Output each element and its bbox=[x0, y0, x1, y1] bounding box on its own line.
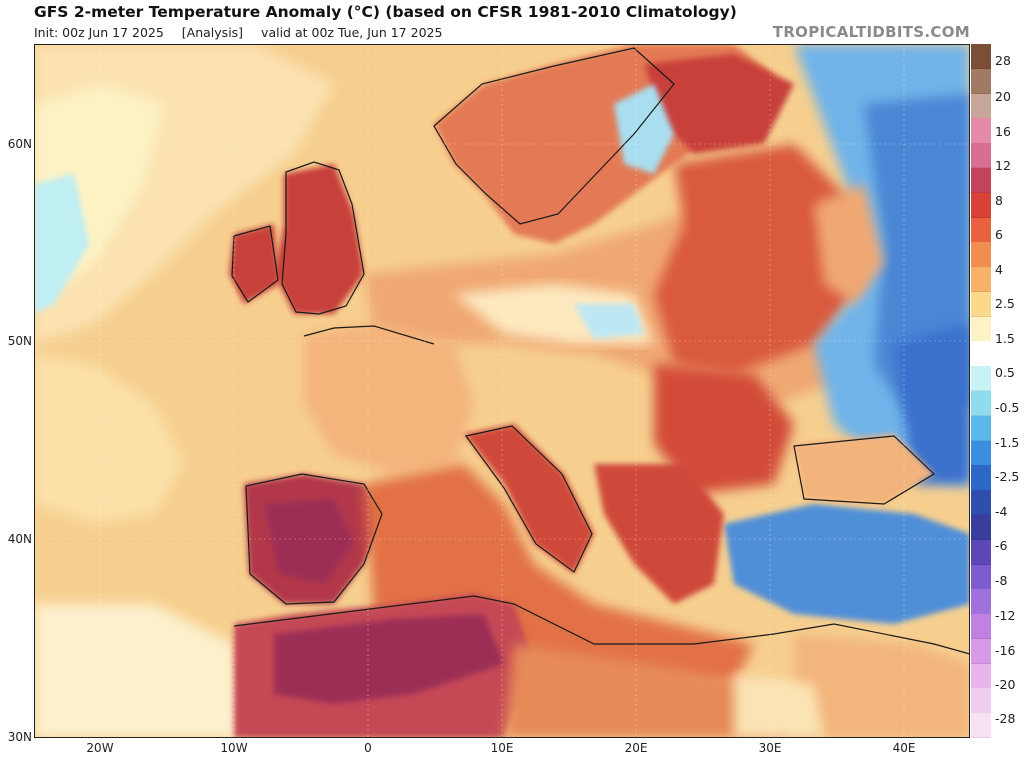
colorbar-swatch bbox=[971, 663, 991, 689]
graticule bbox=[34, 44, 970, 738]
turkey-cold-area bbox=[724, 504, 970, 624]
colorbar bbox=[971, 44, 991, 739]
balkans-land bbox=[594, 464, 724, 604]
colorbar-label: 16 bbox=[995, 124, 1011, 139]
init-time: Init: 00z Jun 17 2025 bbox=[34, 25, 164, 40]
middle-east-land bbox=[794, 634, 970, 738]
france-land bbox=[304, 324, 474, 474]
colorbar-swatch bbox=[971, 490, 991, 516]
lon-label-20e: 20E bbox=[624, 741, 648, 755]
colorbar-label: 20 bbox=[995, 89, 1011, 104]
lat-label-40n: 40N bbox=[7, 532, 32, 546]
colorbar-swatch bbox=[971, 316, 991, 342]
anomaly-map[interactable] bbox=[34, 44, 970, 738]
lat-label-60n: 60N bbox=[7, 137, 32, 151]
colorbar-swatch bbox=[971, 291, 991, 318]
colorbar-label: -12 bbox=[995, 608, 1016, 623]
colorbar-label: 12 bbox=[995, 158, 1011, 173]
colorbar-swatch bbox=[971, 217, 991, 243]
colorbar-swatch bbox=[971, 564, 991, 590]
chart-title: GFS 2-meter Temperature Anomaly (°C) (ba… bbox=[34, 3, 737, 21]
atlantic-cool-patch bbox=[34, 174, 89, 314]
black-sea bbox=[794, 434, 934, 504]
colorbar-swatch bbox=[971, 638, 991, 665]
colorbar-label: -8 bbox=[995, 573, 1008, 588]
colorbar-swatch bbox=[971, 391, 991, 417]
colorbar-swatch bbox=[971, 143, 991, 169]
colorbar-swatch bbox=[971, 539, 991, 565]
colorbar-swatch bbox=[971, 44, 991, 70]
colorbar-swatch bbox=[971, 242, 991, 268]
lon-label-40e: 40E bbox=[892, 741, 916, 755]
colorbar-label: 6 bbox=[995, 227, 1003, 242]
colorbar-swatch bbox=[971, 267, 991, 293]
colorbar-swatch bbox=[971, 688, 991, 714]
colorbar-swatch bbox=[971, 192, 991, 218]
colorbar-swatch bbox=[971, 93, 991, 119]
lon-label-0: 0 bbox=[364, 741, 372, 755]
colorbar-label: -6 bbox=[995, 538, 1008, 553]
colorbar-swatch bbox=[971, 465, 991, 491]
lon-label-30e: 30E bbox=[758, 741, 782, 755]
lat-label-50n: 50N bbox=[7, 334, 32, 348]
colorbar-swatch bbox=[971, 118, 991, 144]
colorbar-label: -28 bbox=[995, 711, 1016, 726]
lon-label-20w: 20W bbox=[86, 741, 114, 755]
colorbar-swatch bbox=[971, 440, 991, 466]
colorbar-label: 28 bbox=[995, 53, 1011, 68]
map-canvas bbox=[34, 44, 970, 738]
italy-land bbox=[464, 424, 594, 574]
colorbar-swatch bbox=[971, 713, 991, 739]
coastlines bbox=[231, 47, 970, 655]
colorbar-swatch bbox=[971, 167, 991, 194]
colorbar-swatch bbox=[971, 514, 991, 541]
colorbar-label: 2.5 bbox=[995, 296, 1015, 311]
chart-subtitle: Init: 00z Jun 17 2025 [Analysis] valid a… bbox=[34, 25, 456, 40]
colorbar-label: 8 bbox=[995, 193, 1003, 208]
lon-label-10e: 10E bbox=[490, 741, 514, 755]
eastern-europe-land bbox=[654, 144, 864, 374]
colorbar-swatch bbox=[971, 614, 991, 640]
colorbar-label: -4 bbox=[995, 504, 1008, 519]
colorbar-label: 4 bbox=[995, 262, 1003, 277]
lon-label-10w: 10W bbox=[220, 741, 248, 755]
colorbar-swatch bbox=[971, 68, 991, 95]
colorbar-swatch bbox=[971, 589, 991, 615]
lat-label-30n: 30N bbox=[7, 730, 32, 744]
analysis-tag: [Analysis] bbox=[181, 25, 244, 40]
uk-land bbox=[274, 164, 364, 314]
colorbar-label: -1.5 bbox=[995, 435, 1020, 450]
colorbar-swatch bbox=[971, 341, 991, 367]
ireland-land bbox=[229, 224, 279, 304]
colorbar-label: -2.5 bbox=[995, 469, 1020, 484]
colorbar-label: -20 bbox=[995, 677, 1016, 692]
colorbar-swatch bbox=[971, 366, 991, 392]
colorbar-swatch bbox=[971, 415, 991, 442]
colorbar-label: 0.5 bbox=[995, 365, 1015, 380]
brand-watermark: TROPICALTIDBITS.COM bbox=[772, 23, 970, 41]
valid-time: valid at 00z Tue, Jun 17 2025 bbox=[261, 25, 443, 40]
colorbar-label: 1.5 bbox=[995, 331, 1015, 346]
colorbar-label: -16 bbox=[995, 643, 1016, 658]
colorbar-label: -0.5 bbox=[995, 400, 1020, 415]
